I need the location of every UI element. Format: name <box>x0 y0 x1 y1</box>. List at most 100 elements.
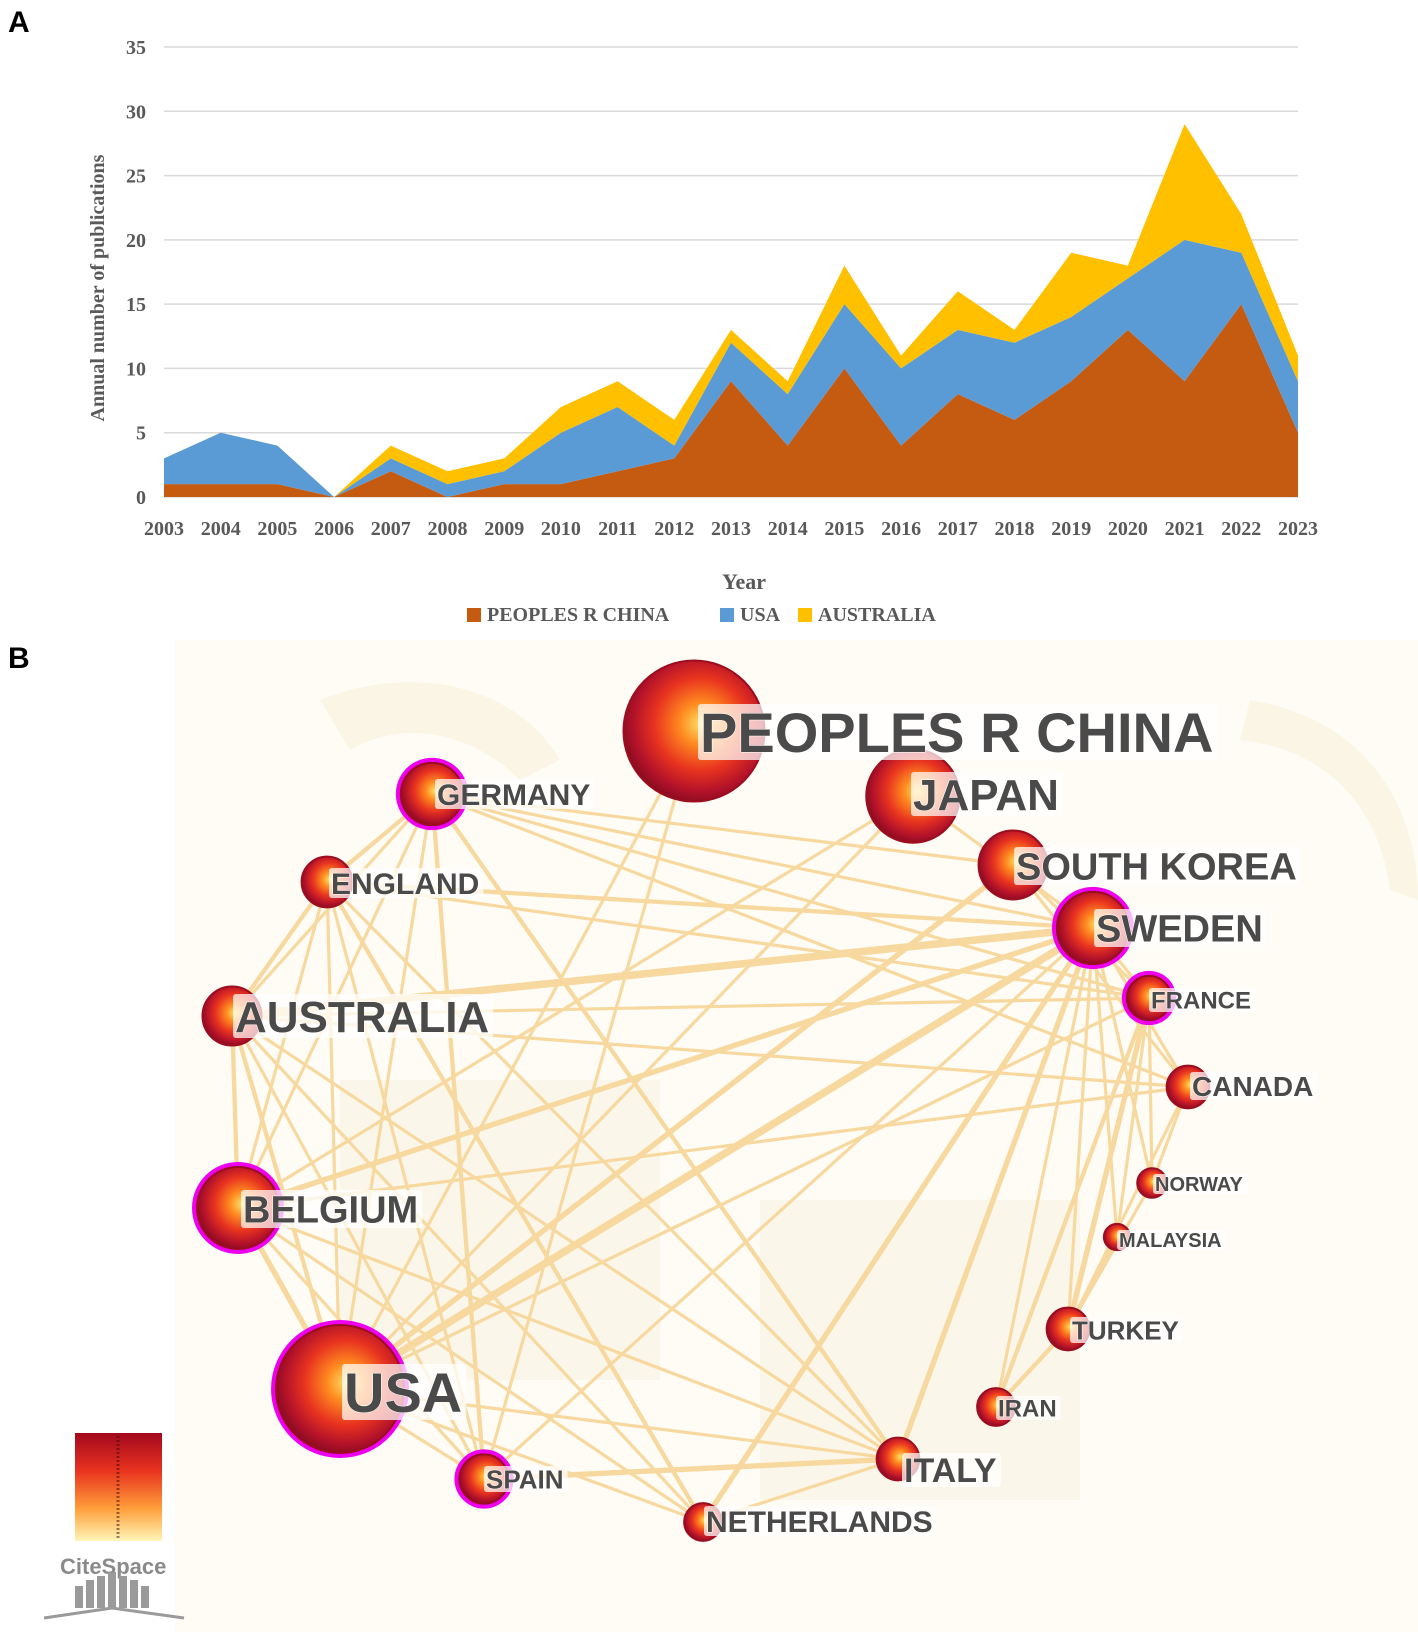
node-label: PEOPLES R CHINA <box>698 701 1218 765</box>
color-scale-bar <box>75 1433 162 1541</box>
x-tick-label: 2017 <box>938 518 978 540</box>
node-label-text: AUSTRALIA <box>235 993 489 1042</box>
edge <box>895 925 1096 1462</box>
edge <box>482 729 696 1481</box>
node-label-text: JAPAN <box>913 771 1059 820</box>
edge <box>236 1206 900 1461</box>
node-label: BELGIUM <box>241 1189 423 1232</box>
node-label: ITALY <box>902 1452 1001 1491</box>
edge <box>430 792 1190 1089</box>
x-tick-label: 2019 <box>1051 518 1091 540</box>
node-label-text: IRAN <box>998 1396 1057 1423</box>
network-chart: PEOPLES R CHINA JAPAN SOUTH KOREA SWEDEN FRA… <box>43 640 1418 1632</box>
edge <box>1091 926 1154 1185</box>
node-label: JAPAN <box>911 770 1063 820</box>
node-label-text: FRANCE <box>1151 988 1251 1015</box>
network-edges <box>228 729 1190 1525</box>
edge <box>994 926 1095 1409</box>
edge <box>325 880 342 1391</box>
x-tick-label: 2022 <box>1221 518 1261 540</box>
edge <box>325 880 900 1461</box>
x-tick-label: 2005 <box>257 518 297 540</box>
y-tick-label: 0 <box>136 487 146 509</box>
panel-b-label: B <box>8 642 30 675</box>
node-label: USA <box>342 1361 467 1425</box>
edge <box>1065 995 1152 1332</box>
legend-label: USA <box>740 604 781 626</box>
legend-swatch <box>467 608 481 622</box>
node-label-text: SPAIN <box>486 1464 564 1494</box>
edge <box>324 879 706 1525</box>
node-label-text: ITALY <box>904 1452 997 1490</box>
node-germany[interactable] <box>395 757 469 831</box>
x-tick-label: 2015 <box>824 518 864 540</box>
node-label: NORWAY <box>1153 1174 1248 1197</box>
legend-swatch <box>798 608 812 622</box>
edge <box>430 792 1095 930</box>
node-label-text: SOUTH KOREA <box>1016 847 1297 889</box>
x-tick-label: 2016 <box>881 518 921 540</box>
edge <box>236 1085 1190 1210</box>
node-label-text: NORWAY <box>1155 1174 1243 1196</box>
x-tick-label: 2014 <box>768 518 808 540</box>
edge <box>230 1014 705 1524</box>
node-label-text: TURKEY <box>1072 1315 1179 1345</box>
area-series <box>164 124 1298 498</box>
legend-label: AUSTRALIA <box>818 604 936 626</box>
node-label: SWEDEN <box>1094 908 1267 951</box>
edge <box>325 880 1151 1000</box>
legend-item: USA <box>720 604 781 626</box>
x-tick-label: 2013 <box>711 518 751 540</box>
x-tick-label: 2010 <box>541 518 581 540</box>
edge <box>236 880 329 1210</box>
edge <box>236 1206 705 1524</box>
y-tick-label: 35 <box>126 37 146 59</box>
x-tick-labels: 2003 2004 2005 2006 2007 2008 2009 2010 2011 2012… <box>144 518 1318 540</box>
y-tick-labels: 0 5 10 15 20 25 30 35 <box>126 37 146 509</box>
x-tick-label: 2011 <box>598 518 637 540</box>
edge <box>337 862 1016 1392</box>
node-label: CANADA <box>1190 1071 1318 1103</box>
color-scale-legend <box>75 1433 162 1541</box>
node-label-text: GERMANY <box>437 779 590 812</box>
node-usa[interactable] <box>271 1320 409 1458</box>
edge <box>235 925 1096 1211</box>
node-label-text: NETHERLANDS <box>706 1506 933 1539</box>
edge <box>1115 996 1151 1239</box>
node-label: AUSTRALIA <box>233 992 494 1042</box>
edge <box>993 995 1152 1410</box>
edge <box>338 729 696 1391</box>
node-label: ENGLAND <box>329 867 484 901</box>
node-label-text: BELGIUM <box>243 1190 418 1232</box>
node-label-text: ENGLAND <box>331 868 479 901</box>
edge <box>430 792 1151 1000</box>
area-usa <box>164 239 1298 497</box>
edge <box>338 996 1151 1391</box>
node-label-text: SWEDEN <box>1096 909 1263 951</box>
citespace-logo: CiteSpace <box>43 1554 185 1620</box>
legend: PEOPLES R CHINA USA AUSTRALIA <box>467 604 936 626</box>
panel-a-label: A <box>8 6 30 39</box>
edge <box>1091 926 1119 1239</box>
x-tick-label: 2018 <box>995 518 1035 540</box>
x-tick-label: 2007 <box>371 518 411 540</box>
edge <box>1066 926 1095 1331</box>
x-axis-label: Year <box>722 569 766 594</box>
legend-item: PEOPLES R CHINA <box>467 604 670 626</box>
node-label: TURKEY <box>1070 1315 1183 1346</box>
x-tick-label: 2012 <box>654 518 694 540</box>
edge <box>1011 863 1190 1089</box>
node-label: GERMANY <box>435 778 595 812</box>
node-belgium[interactable] <box>192 1162 284 1254</box>
edge <box>230 1014 900 1461</box>
x-tick-label: 2003 <box>144 518 184 540</box>
edge <box>236 794 915 1210</box>
y-tick-label: 25 <box>126 166 146 188</box>
x-tick-label: 2009 <box>484 518 524 540</box>
x-tick-label: 2020 <box>1108 518 1148 540</box>
x-tick-label: 2021 <box>1165 518 1205 540</box>
area-australia <box>164 124 1298 498</box>
node-label: IRAN <box>996 1395 1061 1423</box>
legend-swatch <box>720 608 734 622</box>
y-tick-label: 15 <box>126 294 146 316</box>
